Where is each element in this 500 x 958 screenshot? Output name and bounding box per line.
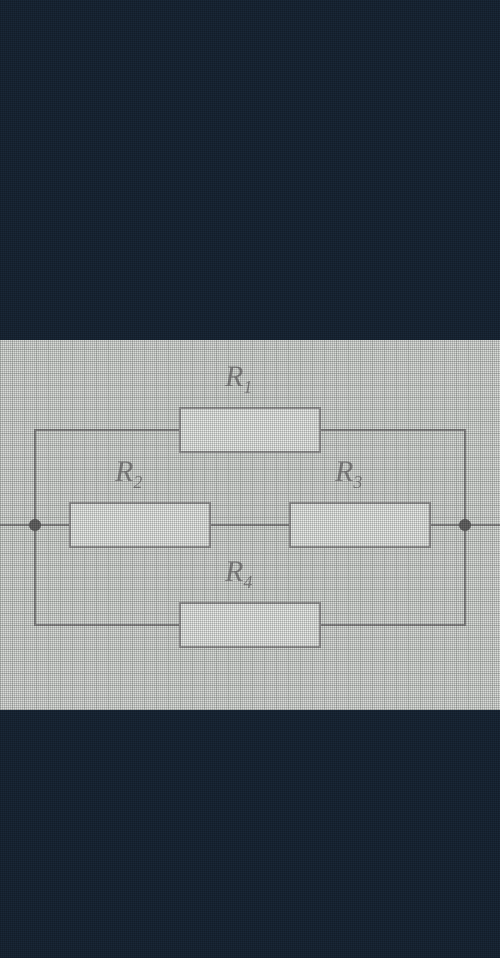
node-right <box>459 519 471 531</box>
resistor-r4 <box>180 603 320 647</box>
circuit-diagram-panel: R1 R2 R3 R4 <box>0 340 500 710</box>
label-r1: R1 <box>225 360 252 398</box>
resistor-r2 <box>70 503 210 547</box>
label-r2: R2 <box>115 455 142 493</box>
resistor-r1 <box>180 408 320 452</box>
resistor-r3 <box>290 503 430 547</box>
label-r4: R4 <box>225 555 252 593</box>
label-r3: R3 <box>335 455 362 493</box>
node-left <box>29 519 41 531</box>
